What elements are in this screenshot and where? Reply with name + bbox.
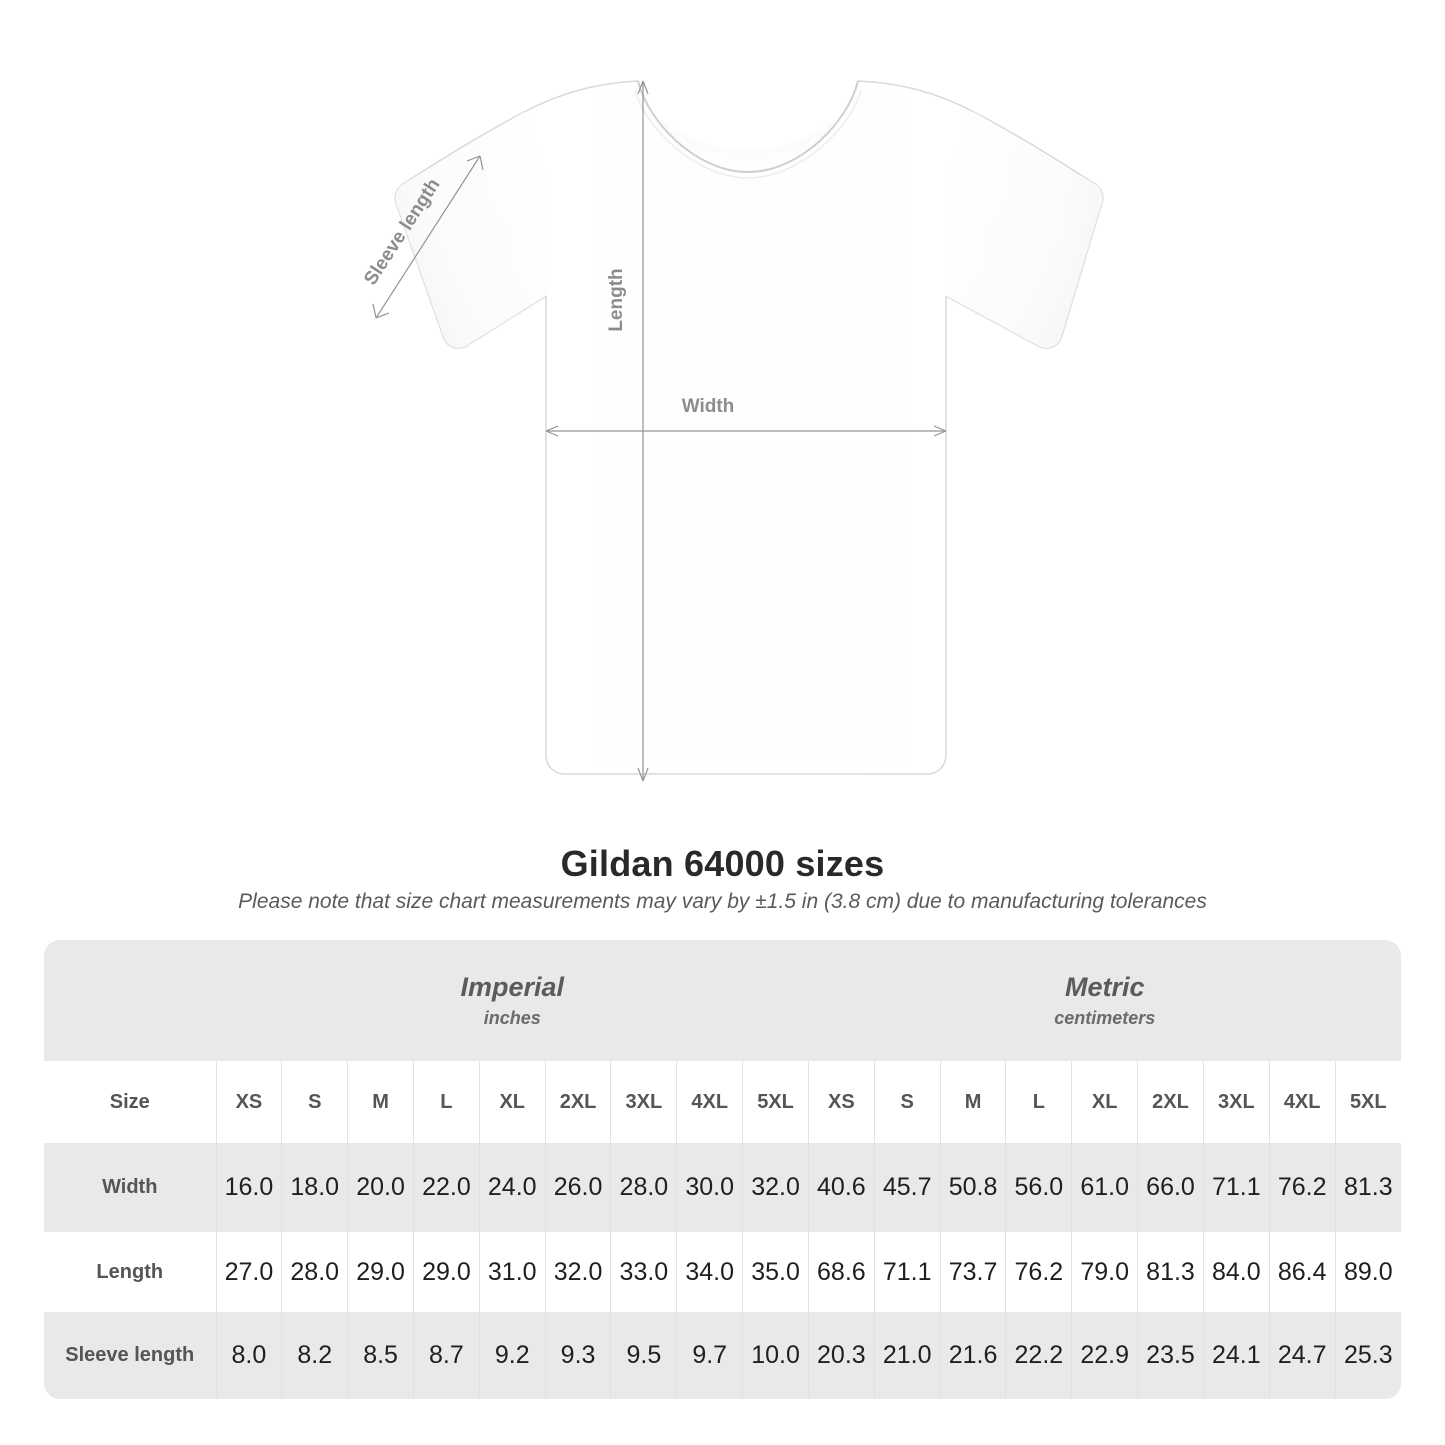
svg-text:Width: Width [682, 396, 735, 417]
svg-text:Length: Length [606, 268, 627, 331]
